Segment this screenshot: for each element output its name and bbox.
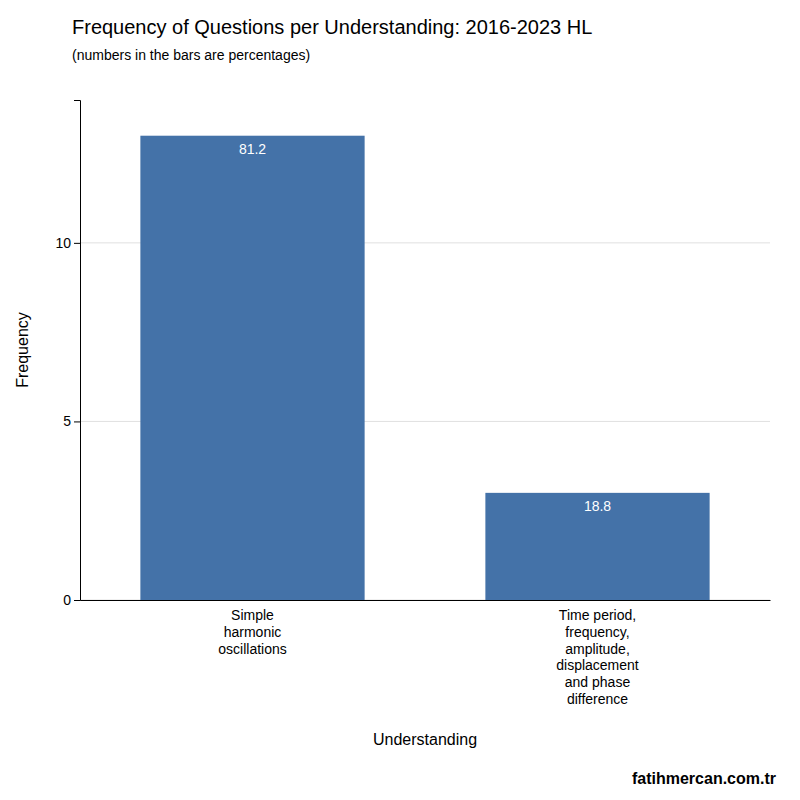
bar-label: 81.2 (239, 141, 266, 157)
x-axis-line (81, 600, 771, 601)
x-tick: Simpleharmonicoscillations (218, 607, 286, 657)
bars (140, 136, 709, 600)
x-tick-label-line: displacement (556, 657, 639, 673)
x-tick-label: Time period,frequency,amplitude,displace… (556, 607, 639, 707)
x-tick: Time period,frequency,amplitude,displace… (556, 607, 639, 707)
x-tick-label-line: amplitude, (565, 641, 630, 657)
x-tick-label-line: Simple (231, 607, 274, 623)
x-tick-label-line: Time period, (559, 607, 636, 623)
title: Frequency of Questions per Understanding… (72, 16, 592, 38)
bar (485, 493, 709, 600)
y-tick-mark (74, 600, 80, 601)
y-tick-label: 5 (63, 413, 71, 429)
chart-container: Frequency of Questions per Understanding… (0, 0, 800, 800)
y-tick: 5 (63, 413, 80, 429)
y-tick-mark (74, 421, 80, 422)
x-tick-label-line: frequency, (565, 624, 629, 640)
x-tick-label-line: and phase (565, 674, 631, 690)
y-tick: 10 (55, 235, 80, 251)
y-axis-title: Frequency (14, 312, 31, 388)
bar-label: 18.8 (584, 498, 611, 514)
chart-svg: Frequency of Questions per Understanding… (0, 0, 800, 800)
x-tick-label-line: harmonic (224, 624, 282, 640)
y-tick-mark (74, 243, 80, 244)
y-axis: 0 5 10 (55, 101, 80, 608)
x-tick-label-line: difference (567, 691, 628, 707)
bar (140, 136, 364, 600)
x-axis: Simpleharmonicoscillations Time period,fr… (81, 601, 771, 707)
y-tick: 0 (63, 592, 80, 608)
watermark: fatihmercan.com.tr (632, 770, 776, 787)
x-tick-label-line: oscillations (218, 641, 286, 657)
subtitle: (numbers in the bars are percentages) (72, 47, 310, 63)
y-axis-line (74, 101, 81, 601)
y-tick-label: 10 (55, 235, 71, 251)
bar-labels: 81.2 18.8 (239, 141, 611, 514)
x-axis-title: Understanding (373, 731, 477, 748)
plot-area: 81.2 18.8 0 5 10 Simpleharmonicoscillations Ti… (55, 101, 770, 707)
x-tick-label: Simpleharmonicoscillations (218, 607, 286, 657)
y-tick-label: 0 (63, 592, 71, 608)
